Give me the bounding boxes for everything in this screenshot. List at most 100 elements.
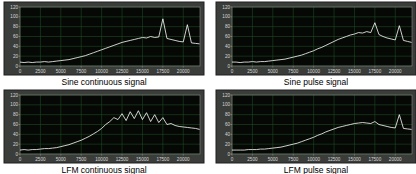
tick-label: 7500 [76, 69, 87, 74]
grid-line [232, 56, 412, 57]
plot-frame [232, 7, 412, 66]
tick-label: 80 [13, 24, 19, 29]
grid-line [20, 144, 200, 145]
grid-line [232, 16, 412, 17]
tick-label: 20 [225, 142, 231, 147]
data-group [232, 115, 412, 150]
tick-label: 5000 [56, 157, 67, 162]
panel-frame [216, 90, 416, 163]
tick-label: 0 [227, 64, 230, 69]
plot-area [20, 7, 200, 66]
tick-label: 0 [231, 69, 234, 74]
tick-label: 20000 [177, 69, 190, 74]
tick-label: 17500 [368, 69, 381, 74]
tick-label: 40 [225, 44, 231, 49]
grid-line [20, 36, 200, 37]
panel-frame [4, 2, 204, 75]
tick-label: 15000 [348, 157, 361, 162]
tick-label: 100 [222, 14, 230, 19]
tick-label: 20 [225, 54, 231, 59]
tick-label: 15000 [348, 69, 361, 74]
caption: Sine pulse signal [284, 77, 348, 87]
panel: 0 2500 5000 7500 10000 12500 15000 17500 20000 0 2… [216, 2, 416, 87]
grid-line [232, 46, 412, 47]
tick-label: 0 [227, 152, 230, 157]
tick-label: 15000 [136, 157, 149, 162]
tick-label: 0 [15, 152, 18, 157]
caption: Sine continuous signal [61, 77, 146, 87]
grid-line [20, 56, 200, 57]
spectrum-line [232, 23, 412, 63]
tick-label: 12500 [116, 157, 129, 162]
tick-label: 12500 [116, 69, 129, 74]
tick-label: 10000 [95, 157, 108, 162]
tick-label: 5000 [56, 69, 67, 74]
plot-area [232, 95, 412, 154]
grid-line [232, 144, 412, 145]
tick-label: 0 [231, 157, 234, 162]
tick-label: 40 [13, 44, 19, 49]
tick-label: 15000 [136, 69, 149, 74]
spectrum-line [20, 111, 200, 150]
tick-label: 17500 [368, 157, 381, 162]
tick-label: 10000 [95, 69, 108, 74]
spectrum-line [232, 115, 412, 150]
tick-label: 12500 [328, 69, 341, 74]
grid-line [20, 26, 200, 27]
plot-area [20, 95, 200, 154]
tick-label: 2500 [247, 157, 258, 162]
panel-frame [4, 90, 204, 163]
plot-frame [232, 95, 412, 154]
tick-label: 2500 [35, 69, 46, 74]
tick-label: 10000 [307, 157, 320, 162]
grid-line [20, 114, 200, 115]
tick-label: 120 [222, 93, 230, 98]
grid-line [232, 104, 412, 105]
tick-label: 80 [13, 112, 19, 117]
plot-area [232, 7, 412, 66]
tick-label: 7500 [288, 69, 299, 74]
tick-label: 120 [10, 5, 18, 10]
grid-line [232, 26, 412, 27]
tick-label: 60 [225, 122, 231, 127]
panel-frame [216, 2, 416, 75]
panel: 0 2500 5000 7500 10000 12500 15000 17500 20000 0 2… [4, 2, 204, 87]
tick-label: 40 [13, 132, 19, 137]
tick-label: 20000 [177, 157, 190, 162]
data-group [20, 19, 200, 63]
tick-label: 12500 [328, 157, 341, 162]
grid-line [232, 124, 412, 125]
tick-label: 120 [222, 5, 230, 10]
tick-label: 5000 [268, 157, 279, 162]
tick-label: 2500 [247, 69, 258, 74]
grid-line [20, 104, 200, 105]
tick-label: 80 [225, 24, 231, 29]
tick-label: 20 [13, 54, 19, 59]
panel: 0 2500 5000 7500 10000 12500 15000 17500 20000 0 2… [216, 90, 416, 174]
tick-label: 20000 [389, 157, 402, 162]
tick-label: 17500 [156, 157, 169, 162]
tick-label: 10000 [307, 69, 320, 74]
tick-label: 60 [13, 122, 19, 127]
grid-line [20, 16, 200, 17]
tick-label: 20000 [389, 69, 402, 74]
tick-label: 120 [10, 93, 18, 98]
tick-label: 60 [13, 34, 19, 39]
grid-line [232, 114, 412, 115]
tick-label: 20 [13, 142, 19, 147]
tick-label: 7500 [288, 157, 299, 162]
tick-label: 2500 [35, 157, 46, 162]
tick-label: 17500 [156, 69, 169, 74]
tick-label: 100 [10, 14, 18, 19]
grid-line [20, 134, 200, 135]
tick-label: 7500 [76, 157, 87, 162]
tick-label: 60 [225, 34, 231, 39]
data-group [232, 23, 412, 63]
tick-label: 0 [19, 69, 22, 74]
tick-label: 0 [15, 64, 18, 69]
caption: LFM continuous signal [61, 165, 146, 174]
figure: 0250050007500100001250015000175002000002… [0, 0, 416, 174]
tick-label: 100 [222, 102, 230, 107]
tick-label: 5000 [268, 69, 279, 74]
tick-label: 40 [225, 132, 231, 137]
